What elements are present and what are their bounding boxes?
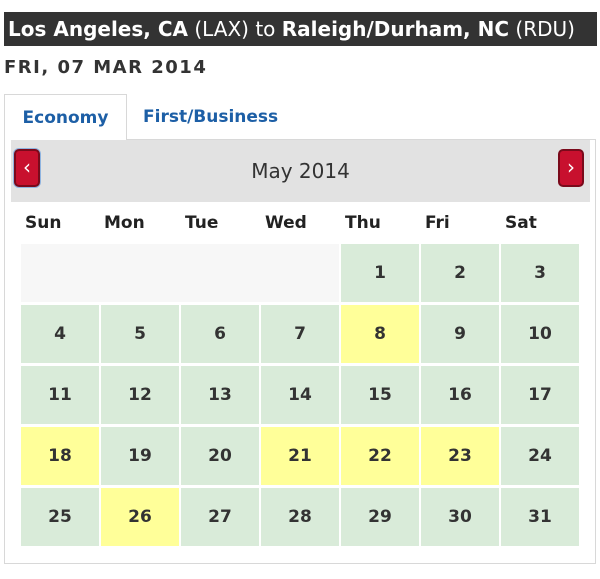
calendar-day[interactable]: 17 bbox=[501, 366, 579, 424]
weekday-sun: Sun bbox=[25, 213, 62, 233]
calendar-day[interactable]: 21 bbox=[261, 427, 339, 485]
tab-economy[interactable]: Economy bbox=[4, 94, 127, 140]
calendar-day[interactable]: 22 bbox=[341, 427, 419, 485]
chevron-left-icon: ‹ bbox=[23, 155, 31, 179]
calendar-day[interactable]: 5 bbox=[101, 305, 179, 363]
calendar-day[interactable]: 26 bbox=[101, 488, 179, 546]
empty-week-cells bbox=[21, 244, 339, 302]
calendar-day[interactable]: 15 bbox=[341, 366, 419, 424]
calendar-day[interactable]: 3 bbox=[501, 244, 579, 302]
calendar-day[interactable]: 4 bbox=[21, 305, 99, 363]
calendar-day[interactable]: 24 bbox=[501, 427, 579, 485]
calendar-day[interactable]: 10 bbox=[501, 305, 579, 363]
calendar-day[interactable]: 29 bbox=[341, 488, 419, 546]
previous-month-button[interactable]: ‹ bbox=[14, 149, 40, 187]
weekday-thu: Thu bbox=[345, 213, 381, 233]
tab-first-business[interactable]: First/Business bbox=[143, 107, 279, 127]
calendar-day[interactable]: 9 bbox=[421, 305, 499, 363]
weekday-sat: Sat bbox=[505, 213, 537, 233]
calendar-day[interactable]: 16 bbox=[421, 366, 499, 424]
calendar-day[interactable]: 6 bbox=[181, 305, 259, 363]
calendar-day[interactable]: 12 bbox=[101, 366, 179, 424]
calendar-day[interactable]: 20 bbox=[181, 427, 259, 485]
calendar-day[interactable]: 13 bbox=[181, 366, 259, 424]
route-bar: Los Angeles, CA (LAX) to Raleigh/Durham,… bbox=[4, 12, 597, 46]
calendar-day[interactable]: 19 bbox=[101, 427, 179, 485]
calendar-day[interactable]: 27 bbox=[181, 488, 259, 546]
calendar-day[interactable]: 28 bbox=[261, 488, 339, 546]
weekday-fri: Fri bbox=[425, 213, 450, 233]
weekday-tue: Tue bbox=[185, 213, 219, 233]
calendar-header: May 2014 ‹ › bbox=[11, 140, 590, 202]
route-connector: to bbox=[255, 17, 276, 41]
calendar-day[interactable]: 1 bbox=[341, 244, 419, 302]
calendar-day[interactable]: 23 bbox=[421, 427, 499, 485]
calendar-panel: May 2014 ‹ › Sun Mon Tue Wed Thu Fri Sat… bbox=[4, 139, 596, 564]
calendar-day[interactable]: 14 bbox=[261, 366, 339, 424]
weekday-mon: Mon bbox=[104, 213, 145, 233]
weekday-wed: Wed bbox=[265, 213, 307, 233]
destination-code: (RDU) bbox=[515, 17, 575, 41]
month-title: May 2014 bbox=[251, 159, 350, 183]
weekday-header-row: Sun Mon Tue Wed Thu Fri Sat bbox=[21, 202, 581, 244]
calendar-day[interactable]: 8 bbox=[341, 305, 419, 363]
calendar-day[interactable]: 30 bbox=[421, 488, 499, 546]
calendar-day[interactable]: 31 bbox=[501, 488, 579, 546]
destination-city: Raleigh/Durham, NC bbox=[281, 17, 510, 41]
chevron-right-icon: › bbox=[567, 155, 575, 179]
calendar-day[interactable]: 7 bbox=[261, 305, 339, 363]
origin-city: Los Angeles, CA bbox=[8, 17, 188, 41]
next-month-button[interactable]: › bbox=[558, 149, 584, 187]
calendar-day[interactable]: 2 bbox=[421, 244, 499, 302]
origin-code: (LAX) bbox=[194, 17, 249, 41]
calendar-day[interactable]: 25 bbox=[21, 488, 99, 546]
day-grid: 1 2 3 4 5 6 7 8 9 10 11 12 13 14 15 16 17 18 19 20 21 22 23 24 2… bbox=[21, 244, 581, 546]
calendar-day[interactable]: 11 bbox=[21, 366, 99, 424]
cabin-tabs: Economy First/Business bbox=[4, 94, 596, 140]
selected-date-heading: FRI, 07 MAR 2014 bbox=[4, 57, 208, 78]
calendar-day[interactable]: 18 bbox=[21, 427, 99, 485]
